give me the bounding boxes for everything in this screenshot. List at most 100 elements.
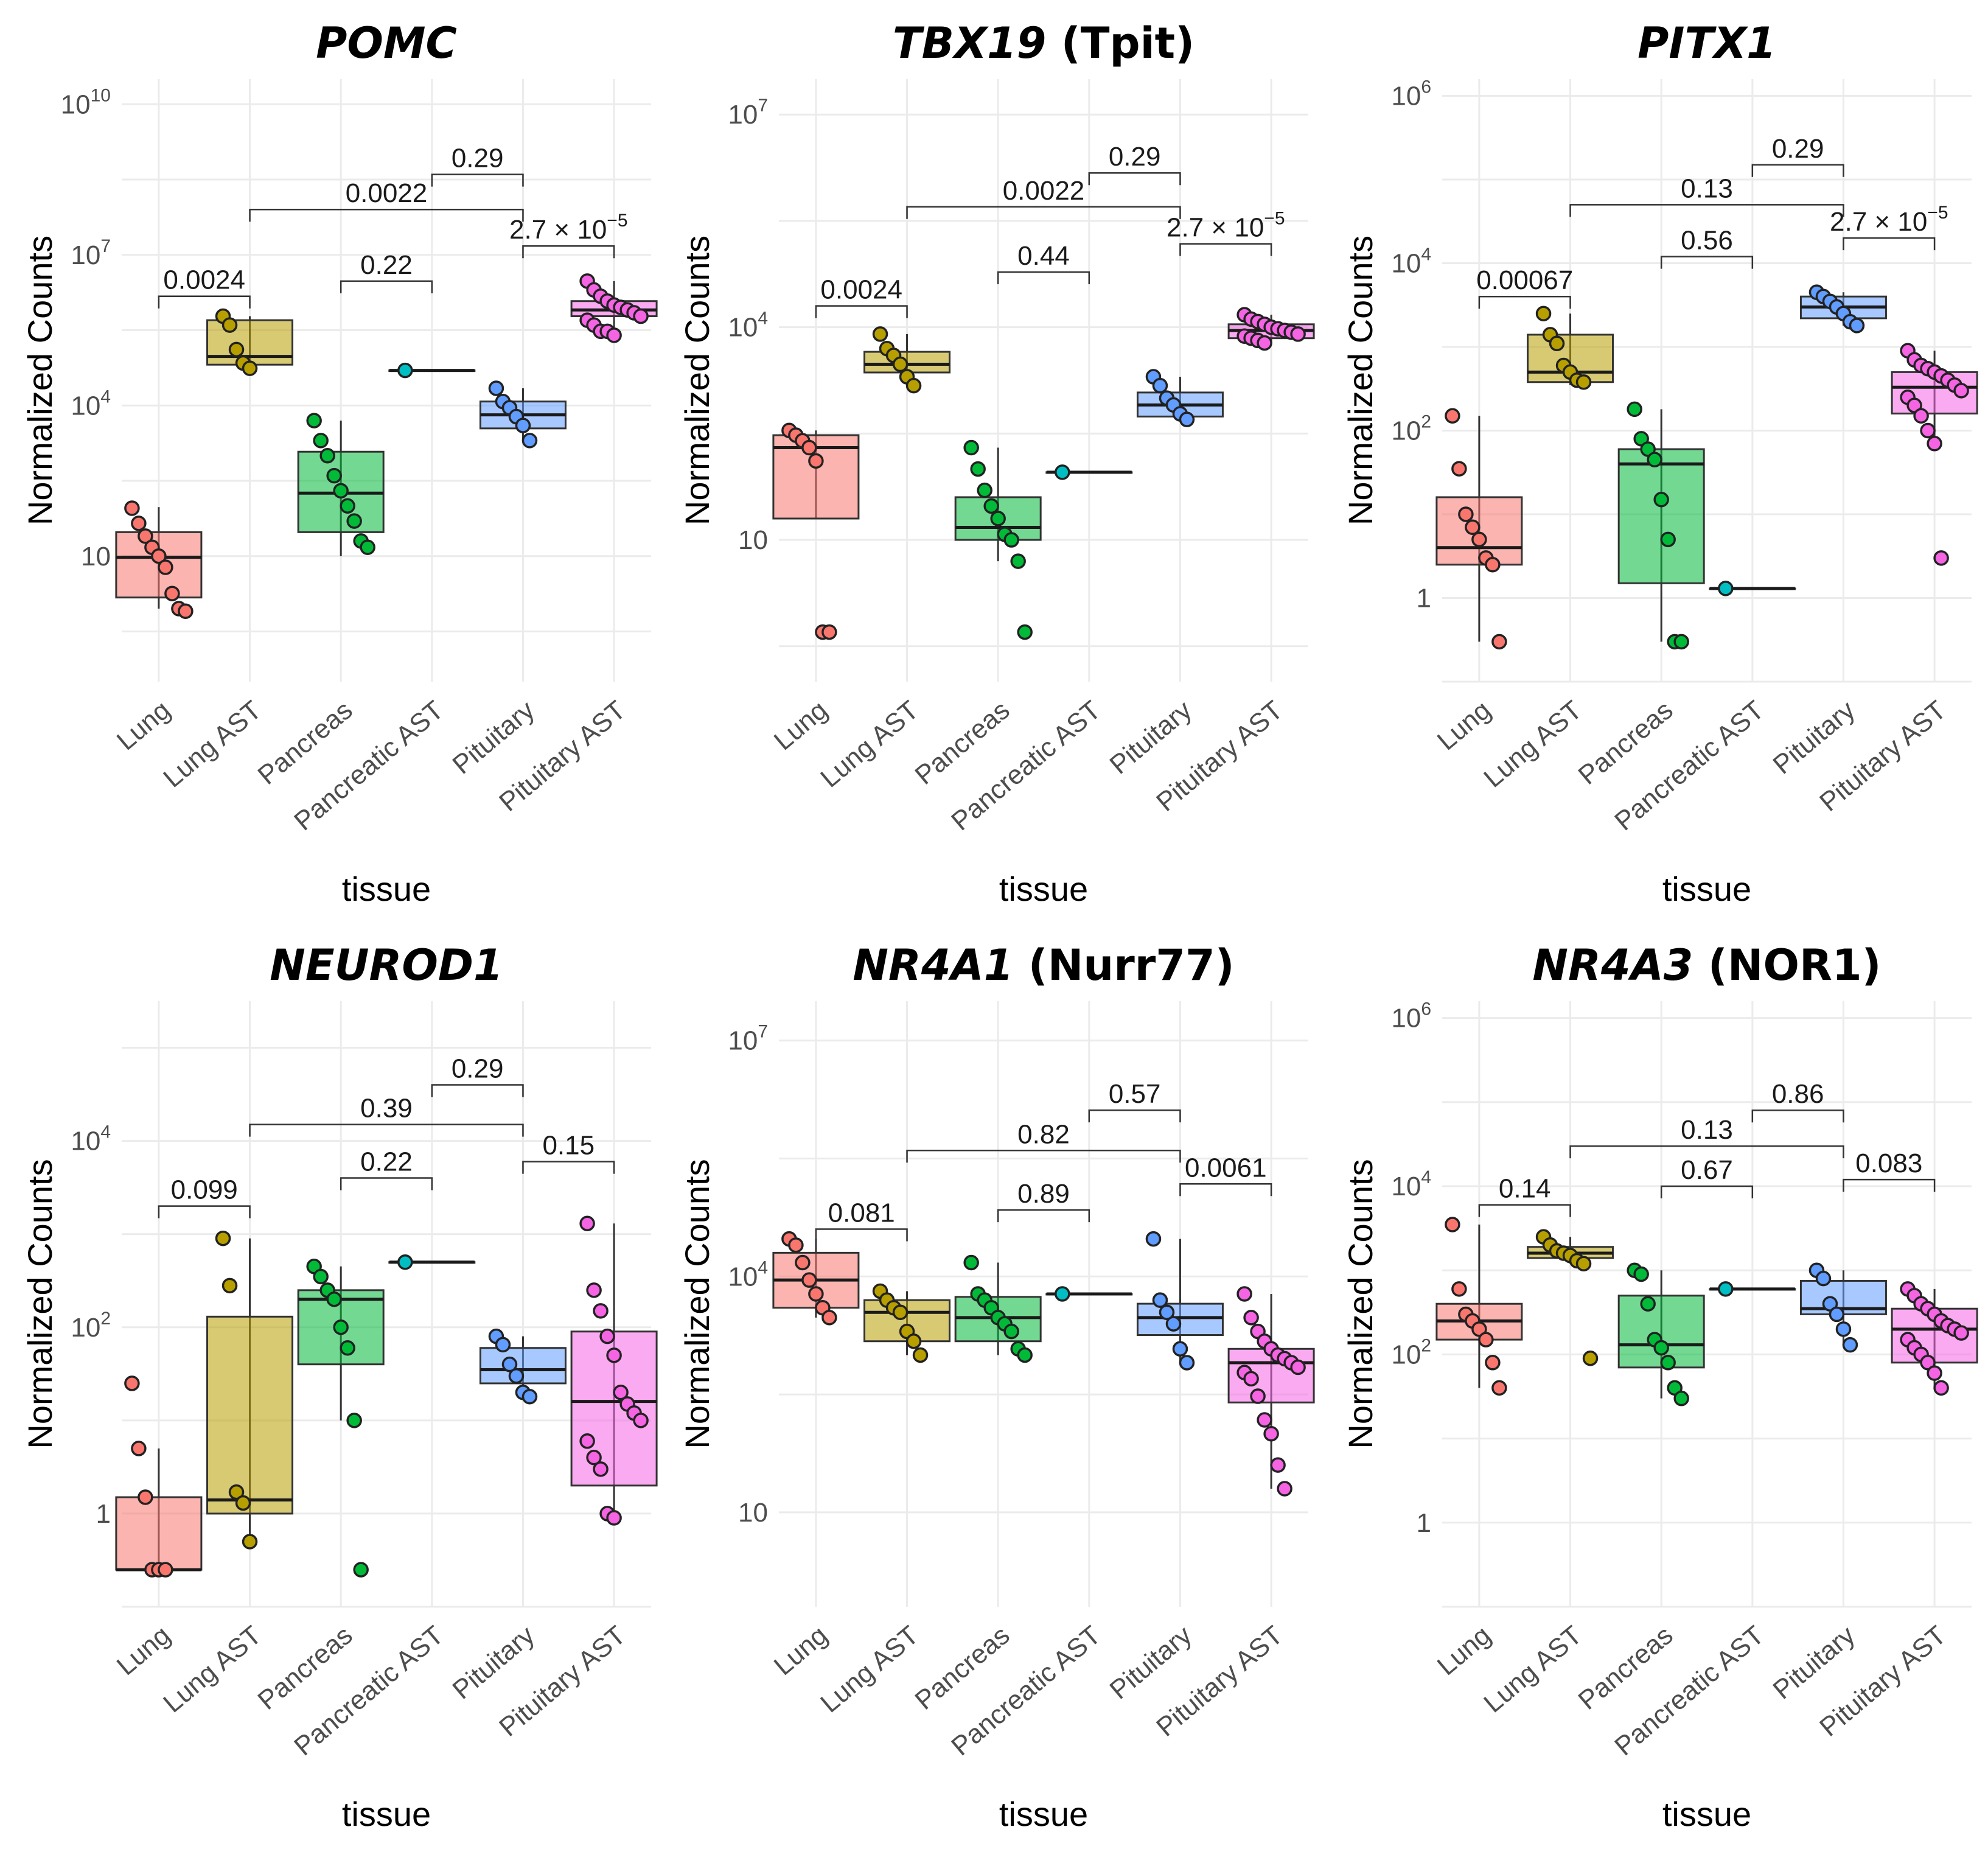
series-pancreas [1617, 1262, 1705, 1407]
series-pituitary [1136, 1231, 1224, 1371]
p-value-label: 0.56 [1681, 226, 1733, 256]
comparison-bracket: 0.13 [1569, 1115, 1844, 1159]
data-point [306, 413, 322, 428]
data-point [599, 1328, 615, 1344]
bracket-line [249, 1124, 524, 1137]
data-point [1653, 492, 1669, 508]
data-point [1152, 377, 1168, 394]
data-point [1627, 401, 1642, 418]
p-value-label: 0.00067 [1476, 265, 1573, 295]
data-point [1270, 1457, 1286, 1473]
bracket-line [906, 1150, 1181, 1163]
data-point [1575, 1256, 1592, 1272]
data-point [235, 1495, 251, 1511]
x-axis-title: tissue [342, 870, 431, 908]
series-pancreas [297, 413, 385, 556]
p-value-label: 0.13 [1681, 173, 1733, 203]
y-tick-label: 1 [1417, 584, 1431, 613]
data-point [340, 498, 355, 514]
y-tick-label: 104 [71, 386, 111, 421]
data-point [795, 1254, 811, 1271]
bracket-line [1751, 164, 1844, 177]
bracket-line [906, 206, 1181, 219]
box [206, 1315, 294, 1515]
p-value-label: 0.0024 [163, 265, 245, 295]
data-point [1633, 1266, 1649, 1282]
data-point [346, 1413, 362, 1428]
panel-title: NEUROD1 [270, 940, 503, 990]
x-tick-label: Pancreatic AST [288, 1620, 449, 1761]
comparison-bracket: 0.29 [1751, 134, 1844, 177]
x-tick-label: Lung AST [158, 695, 267, 794]
data-point [1179, 1355, 1195, 1371]
series-pituitary [1799, 284, 1887, 334]
data-point [1953, 383, 1969, 399]
data-point [1920, 422, 1936, 439]
data-point [892, 356, 909, 372]
data-point [1445, 408, 1460, 424]
p-value-label: 0.22 [360, 250, 413, 280]
data-point [808, 1286, 824, 1302]
y-tick-label: 106 [1391, 999, 1431, 1033]
data-point [326, 467, 342, 484]
data-point [593, 1461, 609, 1477]
bracket-line [1088, 1109, 1181, 1123]
comparison-bracket: 0.67 [1660, 1155, 1754, 1199]
comparison-bracket: 0.89 [997, 1179, 1090, 1223]
data-point [138, 528, 153, 544]
series-lung-ast [206, 308, 294, 376]
data-point [1829, 1306, 1845, 1323]
comparison-bracket: 2.7 × 10−5 [1167, 209, 1285, 256]
series-lung-ast [863, 1283, 951, 1363]
data-point [158, 559, 173, 575]
bracket-line [1179, 1183, 1272, 1197]
panel-title: POMC [316, 18, 457, 68]
comparison-bracket: 0.0061 [1179, 1153, 1272, 1197]
box [206, 319, 294, 366]
data-point [977, 482, 992, 498]
data-point [586, 1450, 602, 1466]
p-value-label: 0.0024 [820, 275, 902, 305]
y-axis-title: Normalized Counts [1341, 236, 1379, 525]
data-point [606, 1347, 622, 1363]
data-point [633, 308, 649, 324]
y-tick-label: 106 [1391, 77, 1431, 111]
data-point [333, 1319, 349, 1335]
data-point [990, 511, 1006, 526]
comparison-bracket: 0.57 [1088, 1079, 1181, 1123]
bracket-line [522, 245, 615, 259]
series-pituitary-ast [1891, 343, 1978, 566]
p-value-label: 0.22 [360, 1147, 413, 1177]
box [479, 1347, 567, 1385]
comparison-bracket: 2.7 × 10−5 [1830, 203, 1948, 251]
comparison-bracket: 0.099 [158, 1175, 251, 1218]
x-tick-label: Lung [769, 1620, 833, 1681]
box [115, 1496, 203, 1571]
comparison-bracket: 0.22 [340, 250, 433, 293]
p-value-label: 0.44 [1017, 241, 1070, 271]
panel-nr4a1: NR4A1 (Nurr77) 107 104 10 Normalized Counts L… [678, 940, 1315, 1833]
data-point [905, 377, 922, 394]
comparison-bracket: 0.0024 [815, 275, 908, 318]
data-point [970, 461, 986, 477]
data-point [340, 1340, 355, 1356]
y-tick-label: 1 [96, 1499, 111, 1529]
data-point [488, 380, 504, 396]
series-lung [1435, 408, 1523, 650]
data-point [1485, 1355, 1501, 1371]
data-point [1575, 374, 1592, 390]
x-axis-title: tissue [1662, 1795, 1751, 1833]
comparison-bracket: 0.82 [906, 1119, 1181, 1163]
series-lung [1435, 1217, 1523, 1396]
series-pituitary-ast [1227, 307, 1315, 351]
data-point [1458, 506, 1474, 522]
x-tick-label: Pancreatic AST [946, 1620, 1106, 1761]
p-value-label: 0.083 [1855, 1148, 1922, 1178]
data-point [1835, 1321, 1852, 1337]
data-point [131, 1441, 147, 1456]
data-point [1172, 1341, 1188, 1357]
bracket-line [1569, 204, 1844, 217]
series-lung [115, 1375, 203, 1578]
comparison-bracket: 0.29 [431, 144, 524, 187]
data-point [1842, 1337, 1858, 1353]
